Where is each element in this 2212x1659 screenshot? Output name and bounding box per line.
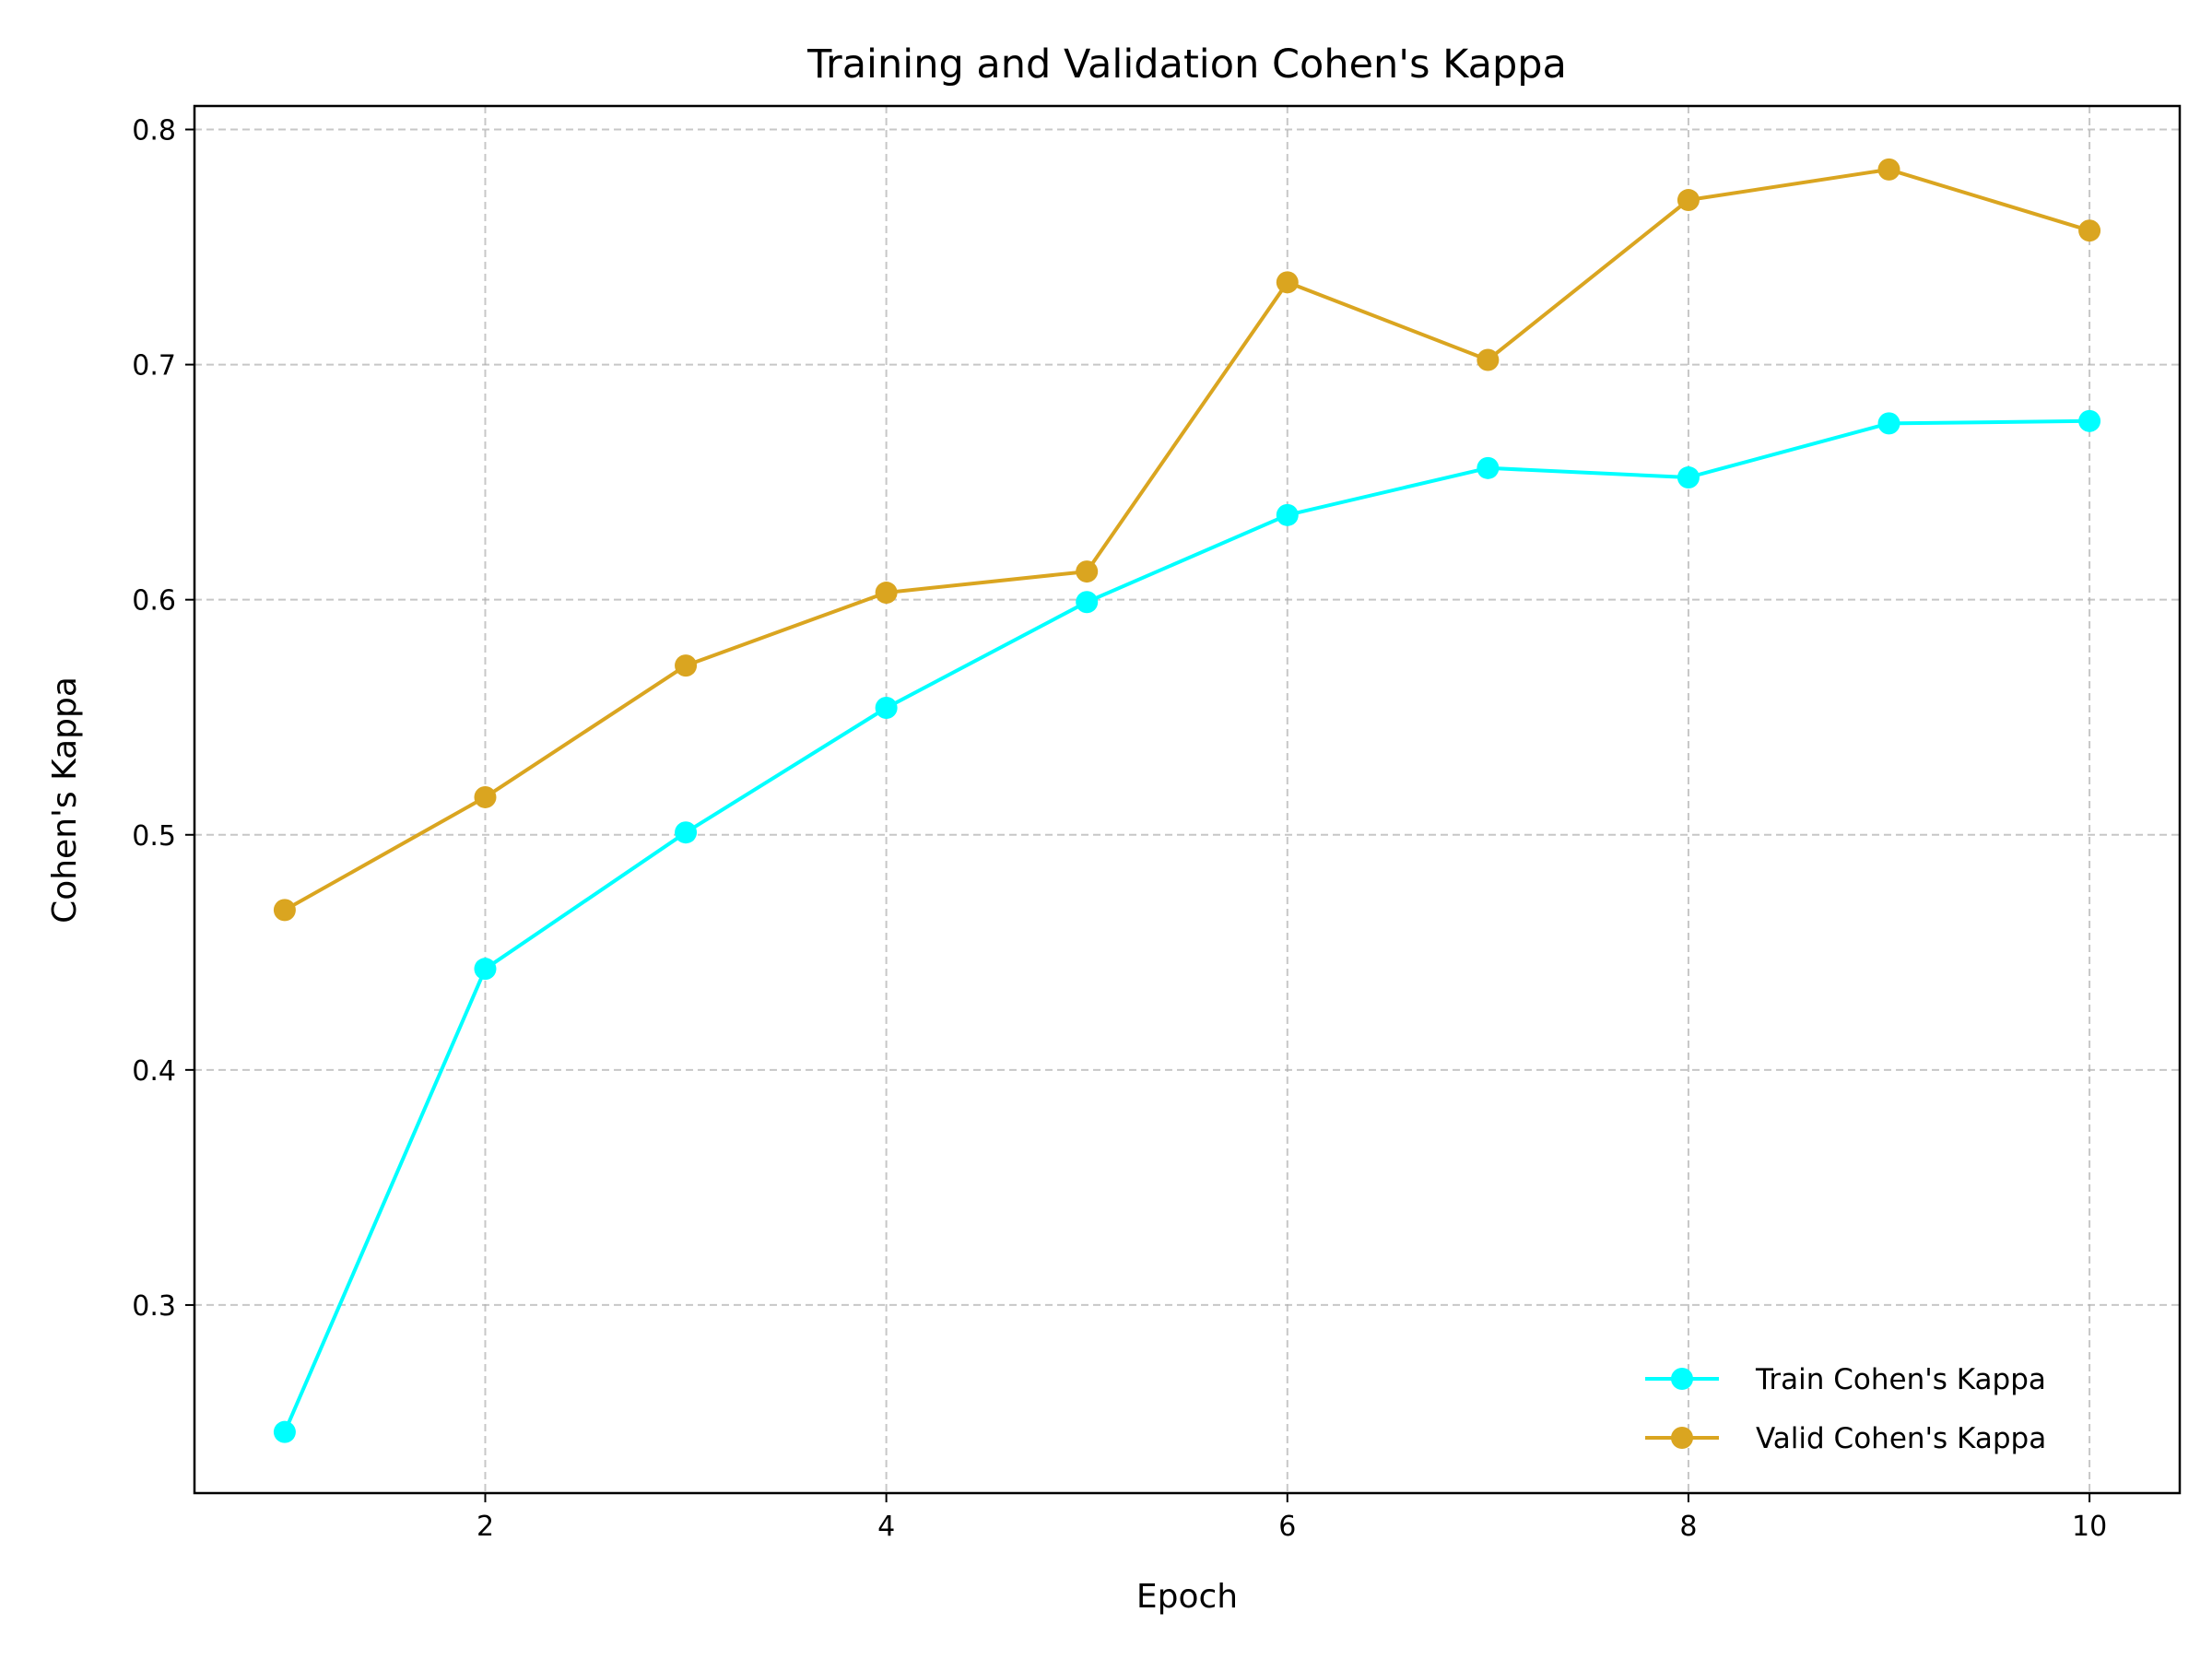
legend-label-1: Train Cohen's Kappa xyxy=(1755,1363,2046,1396)
series-1-point xyxy=(1877,412,1900,435)
y-tick-label: 0.4 xyxy=(132,1055,176,1088)
x-tick-label: 2 xyxy=(477,1511,494,1543)
series-2-point xyxy=(1877,158,1900,181)
series-2-point xyxy=(1076,560,1099,583)
y-tick-label: 0.6 xyxy=(132,585,176,618)
legend-marker-1 xyxy=(1671,1368,1693,1390)
series-line-2 xyxy=(282,167,2092,912)
x-tick-label: 8 xyxy=(1679,1511,1697,1543)
legend-label-2: Valid Cohen's Kappa xyxy=(1756,1422,2046,1455)
chart-title: Training and Validation Cohen's Kappa xyxy=(806,41,1567,88)
y-tick-label: 0.8 xyxy=(132,115,176,147)
x-tick-label: 6 xyxy=(1278,1511,1296,1543)
legend-marker-2 xyxy=(1671,1427,1693,1449)
y-axis-title: Cohen's Kappa xyxy=(46,677,84,924)
series-1-point xyxy=(875,697,898,720)
series-1-point xyxy=(1076,591,1099,614)
series-2-point xyxy=(273,899,296,922)
y-tick-label: 0.5 xyxy=(132,820,176,853)
series-2-point xyxy=(675,654,698,677)
series-2-point xyxy=(2078,219,2101,242)
series-2-point xyxy=(1276,271,1299,294)
series-2-point xyxy=(875,582,898,605)
grid-lines xyxy=(194,106,2180,1493)
series-2-point xyxy=(474,785,497,808)
series-1-point xyxy=(2078,409,2101,432)
x-tick-label: 10 xyxy=(2072,1511,2107,1543)
series-2-point xyxy=(1677,189,1700,212)
x-tick-label: 4 xyxy=(877,1511,895,1543)
x-axis-title: Epoch xyxy=(1136,1578,1238,1616)
series-layer xyxy=(273,158,2101,1443)
series-1-point xyxy=(675,821,698,844)
series-1-point xyxy=(1477,456,1500,479)
axis-ticks: 2 4 6 8 10 0.3 0.4 0.5 0.6 0.7 0.8 xyxy=(132,115,2107,1543)
y-tick-label: 0.3 xyxy=(132,1290,176,1323)
series-1-point xyxy=(474,958,497,981)
series-1-point xyxy=(1677,466,1700,489)
plot-area-frame xyxy=(193,104,2182,1495)
series-1-point xyxy=(273,1420,296,1443)
legend: Train Cohen's Kappa Valid Cohen's Kappa xyxy=(1645,1363,2046,1455)
series-1-point xyxy=(1276,503,1299,526)
series-2-point xyxy=(1477,348,1500,371)
series-line-1 xyxy=(282,418,2092,1434)
y-tick-label: 0.7 xyxy=(132,350,176,382)
